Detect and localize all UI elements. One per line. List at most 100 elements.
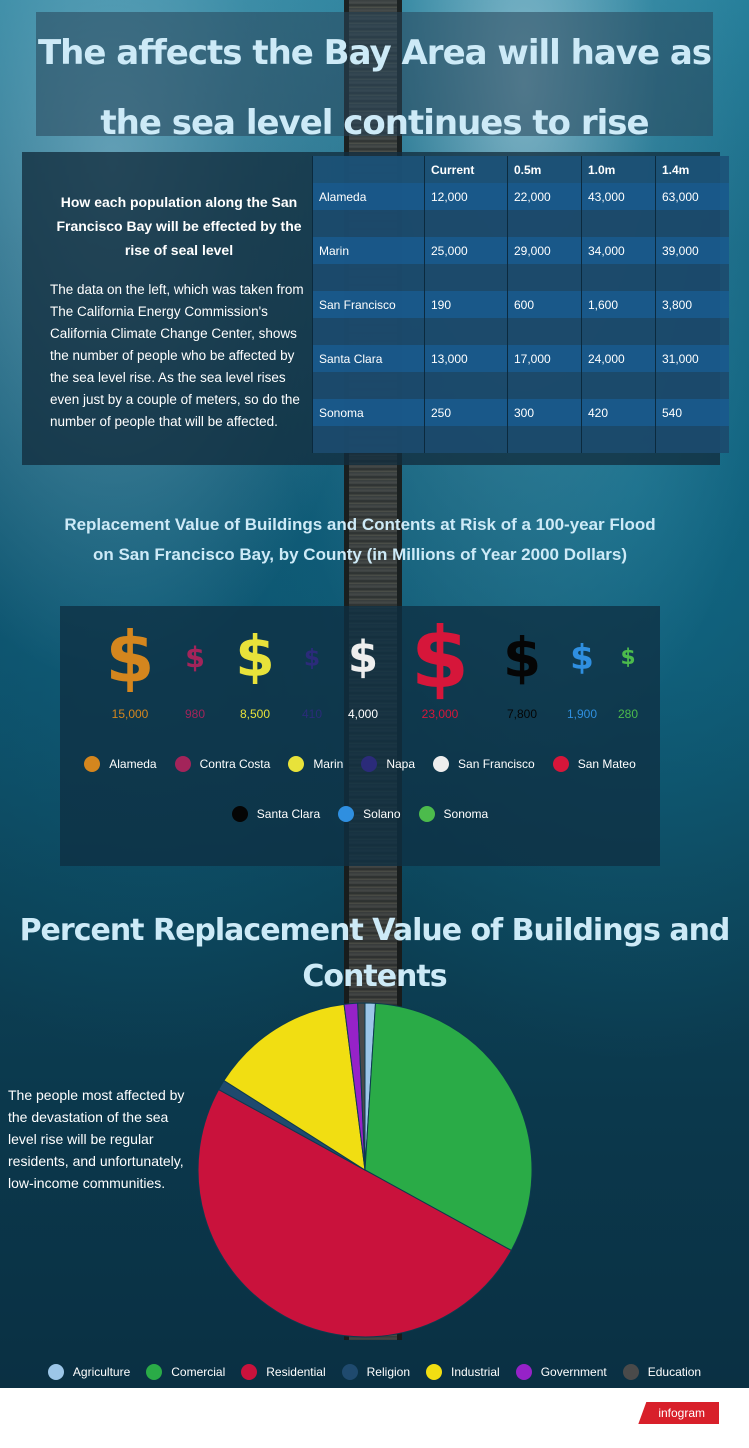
legend-label: Agriculture (72, 1365, 131, 1379)
dollar-icon: $ (620, 645, 636, 671)
table-cell: 25,000 (424, 237, 508, 264)
table-cell: 24,000 (581, 345, 656, 372)
table-spacer-row (312, 372, 729, 399)
table-spacer-row (312, 264, 729, 291)
dollar-value-label: 1,900 (566, 707, 598, 721)
table-cell: 300 (507, 399, 582, 426)
legend-label: Education (647, 1365, 702, 1379)
legend-item: Residential (241, 1364, 326, 1380)
infogram-logo[interactable]: infogram (638, 1402, 719, 1424)
dollar-value-label: 15,000 (111, 707, 149, 721)
legend-item: Comercial (146, 1364, 225, 1380)
pie-chart (197, 1002, 533, 1338)
pie-chart-legend: Agriculture Comercial Residential Religion I… (0, 1364, 749, 1380)
legend-item: Industrial (426, 1364, 500, 1380)
table-spacer-row (312, 318, 729, 345)
table-cell: 63,000 (655, 183, 729, 210)
dollar-value-label: 410 (301, 707, 323, 721)
legend-item: Education (622, 1364, 702, 1380)
dollar-icon: $ (347, 632, 379, 683)
table-cell: 3,800 (655, 291, 729, 318)
legend-item: San Mateo (552, 756, 636, 772)
legend-dot (174, 756, 191, 772)
dollar-chart-legend: Alameda Contra Costa Marin Napa San Francisc… (60, 756, 660, 822)
dollar-value-label: 280 (617, 707, 639, 721)
legend-dot (338, 806, 355, 822)
population-table: Current 0.5m 1.0m 1.4m Alameda 12,000 22,000 4… (312, 156, 729, 453)
pie-slice (357, 1002, 366, 1171)
legend-item: Napa (361, 756, 415, 772)
legend-dot (241, 1364, 258, 1380)
legend-label: Santa Clara (256, 807, 321, 821)
dollar-icon: $ (570, 637, 594, 678)
table-cell: 12,000 (424, 183, 508, 210)
legend-item: Marin (288, 756, 343, 772)
pie-slice (223, 1003, 366, 1171)
legend-label: Solano (363, 807, 401, 821)
infographic-canvas: The affects the Bay Area will have as th… (0, 0, 749, 1388)
pie-chart-title: Percent Replacement Value of Buildings a… (19, 913, 731, 994)
legend-dot (418, 806, 435, 822)
legend-item: Contra Costa (174, 756, 270, 772)
table-header-cell: Current (424, 156, 508, 183)
legend-label: San Francisco (458, 757, 535, 771)
table-row: San Francisco 190 600 1,600 3,800 (312, 291, 729, 318)
dollar-icon: $ (502, 625, 542, 690)
legend-label: Industrial (451, 1365, 500, 1379)
pie-slice (364, 1002, 533, 1252)
dollar-icon: $ (105, 616, 155, 699)
dollar-value-label: 4,000 (347, 707, 379, 721)
legend-label: Alameda (109, 757, 157, 771)
table-cell: 39,000 (655, 237, 729, 264)
table-row: Sonoma 250 300 420 540 (312, 399, 729, 426)
table-cell: 17,000 (507, 345, 582, 372)
table-spacer-row (312, 210, 729, 237)
legend-dot (47, 1364, 64, 1380)
legend-dot (288, 756, 305, 772)
table-header-cell: 1.0m (581, 156, 656, 183)
legend-item: Government (515, 1364, 607, 1380)
table-row: Marin 25,000 29,000 34,000 39,000 (312, 237, 729, 264)
table-cell: 43,000 (581, 183, 656, 210)
table-row: Alameda 12,000 22,000 43,000 63,000 (312, 183, 729, 210)
dollar-value-label: 980 (184, 707, 206, 721)
dollar-value-label: 8,500 (239, 707, 271, 721)
table-cell: 600 (507, 291, 582, 318)
legend-label: Government (540, 1365, 607, 1379)
table-cell: Marin (312, 237, 425, 264)
table-cell: 250 (424, 399, 508, 426)
legend-item: Sonoma (418, 806, 488, 822)
dollar-chart-panel (60, 606, 660, 866)
legend-item: San Francisco (433, 756, 535, 772)
table-cell: 420 (581, 399, 656, 426)
table-cell: 190 (424, 291, 508, 318)
table-cell: 34,000 (581, 237, 656, 264)
dollar-icon: $ (185, 640, 205, 674)
table-cell: 22,000 (507, 183, 582, 210)
legend-dot (426, 1364, 442, 1380)
legend-dot (146, 1364, 163, 1380)
legend-label: San Mateo (577, 757, 636, 771)
table-spacer-row (312, 426, 729, 453)
dollar-value-label: 7,800 (506, 707, 538, 721)
legend-dot (84, 756, 101, 772)
legend-item: Solano (338, 806, 401, 822)
table-cell: Santa Clara (312, 345, 425, 372)
table-header-cell (312, 156, 425, 183)
legend-dot (433, 756, 450, 772)
dollar-value-label: 23,000 (421, 707, 459, 721)
table-cell: 540 (655, 399, 729, 426)
legend-item: Agriculture (47, 1364, 131, 1380)
legend-dot (231, 806, 248, 822)
info-heading: How each population along the San Franci… (56, 194, 302, 258)
legend-label: Comercial (171, 1365, 226, 1379)
table-row: Santa Clara 13,000 17,000 24,000 31,000 (312, 345, 729, 372)
title-box (36, 12, 713, 136)
legend-item: Religion (341, 1364, 410, 1380)
legend-dot (341, 1364, 358, 1380)
table-cell: 1,600 (581, 291, 656, 318)
legend-item: Alameda (84, 756, 157, 772)
legend-label: Residential (266, 1365, 326, 1379)
legend-dot (552, 756, 569, 772)
dollar-icon: $ (235, 624, 275, 690)
